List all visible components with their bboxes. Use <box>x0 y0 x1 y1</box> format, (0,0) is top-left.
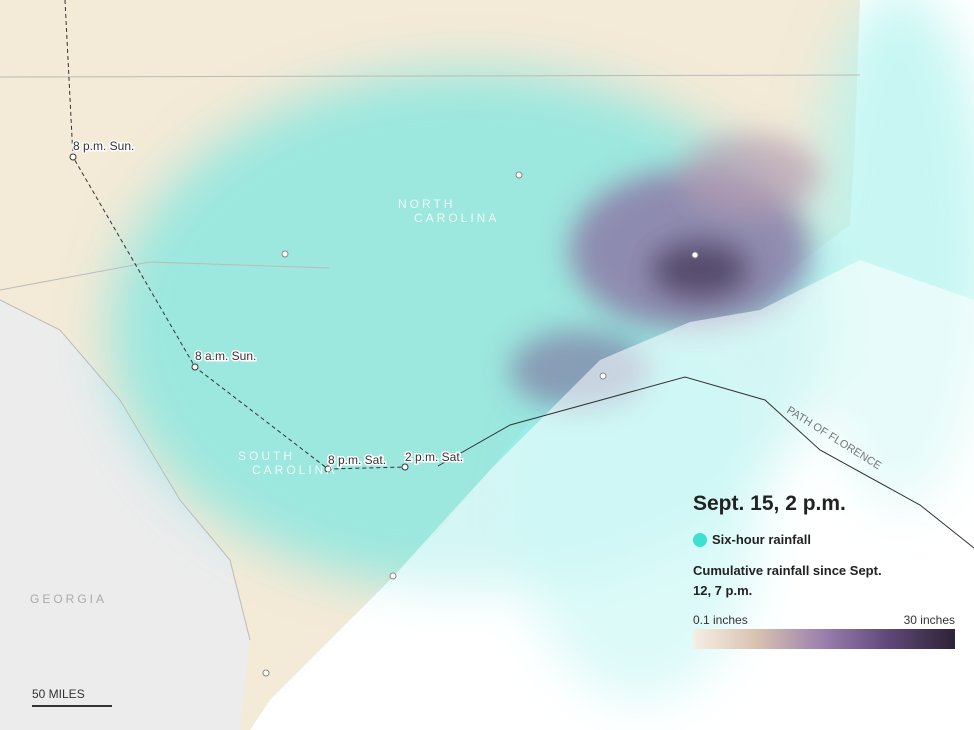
state-label: CAROLINA <box>252 463 337 477</box>
legend-text: Six-hour rainfall <box>712 532 811 547</box>
legend-range: 0.1 inches 30 inches <box>693 613 955 627</box>
ocean <box>250 260 974 730</box>
legend-time: Sept. 15, 2 p.m. <box>693 492 846 515</box>
legend-min: 0.1 inches <box>693 613 748 627</box>
track-label: 8 p.m. Sat. <box>328 453 386 467</box>
state-label: SOUTH <box>238 449 295 463</box>
track-label: 8 a.m. Sun. <box>195 349 256 363</box>
state-label: CAROLINA <box>414 211 499 225</box>
city-dots <box>262 171 699 677</box>
track-label: 2 p.m. Sat. <box>405 450 463 464</box>
scale-bar: 50 MILES <box>32 687 112 707</box>
legend: Sept. 15, 2 p.m. Six-hour rainfall Cumul… <box>693 492 955 649</box>
six-hour-swatch <box>693 532 707 547</box>
track-label: 8 p.m. Sun. <box>73 139 134 153</box>
legend-cumulative: Cumulative rainfall since Sept. 12, 7 p.… <box>693 563 882 598</box>
legend-max: 30 inches <box>903 613 955 627</box>
track-points <box>69 153 409 473</box>
state-label: NORTH <box>398 197 455 211</box>
georgia-area <box>0 300 250 730</box>
borders <box>0 74 861 641</box>
state-label: GEORGIA <box>30 592 107 606</box>
legend-six-hour: Six-hour rainfall <box>693 532 955 547</box>
legend-gradient <box>693 629 955 649</box>
track-path <box>437 376 974 549</box>
